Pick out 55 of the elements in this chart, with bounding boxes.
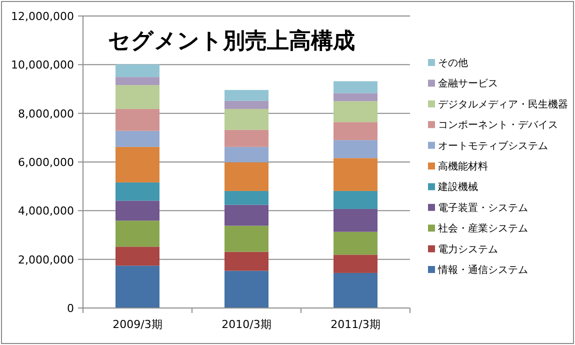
x-tick-label: 2011/3期 [330, 318, 380, 331]
bar [224, 204, 268, 226]
bar [116, 220, 160, 247]
y-tick-label: 10,000,000 [11, 58, 74, 72]
legend-label: 情報・通信システム [437, 264, 528, 276]
bar [334, 232, 378, 255]
y-tick-label: 12,000,000 [11, 10, 74, 23]
legend-label: 高機能材料 [438, 160, 488, 172]
bar [334, 81, 378, 94]
legend-label: コンポーネント・デバイス [438, 120, 558, 132]
bar [116, 85, 160, 109]
bar [116, 108, 160, 131]
legend-label: デジタルメディア・民生機器 [438, 98, 568, 110]
bar [334, 122, 378, 140]
bar [224, 130, 268, 147]
bar [334, 140, 378, 158]
legend-label: 社会・産業システム [438, 222, 528, 235]
bar [224, 108, 268, 130]
bar [116, 130, 160, 147]
y-tick-label: 6,000,000 [18, 156, 74, 169]
bar [334, 272, 378, 308]
legend-label: 金融サービス [438, 78, 498, 90]
bar [224, 190, 268, 205]
bar [116, 64, 160, 78]
bar [116, 200, 160, 221]
x-tick-label: 2010/3期 [222, 318, 272, 331]
y-tick-label: 4,000,000 [18, 204, 74, 218]
y-tick-label: 2,000,000 [18, 253, 74, 266]
bar [334, 93, 378, 102]
bar [224, 100, 268, 109]
bar [116, 146, 160, 182]
y-tick-label: 0 [67, 302, 74, 315]
bar [334, 190, 378, 209]
bar [224, 270, 268, 308]
legend-label: 建設機械 [437, 181, 478, 194]
bar [116, 182, 160, 201]
legend-label: 電力システム [438, 243, 498, 256]
bar [224, 162, 268, 191]
bar [334, 101, 378, 122]
bar [116, 77, 160, 86]
bar [224, 146, 268, 162]
text: セグメント別売上高構成 [108, 28, 355, 54]
legend-label: オートモティブシステム [438, 140, 548, 152]
x-tick-label: 2009/3期 [112, 318, 162, 331]
bar [334, 208, 378, 232]
bar [224, 252, 268, 271]
legend-label: その他 [438, 57, 468, 69]
legend-label: 電子装置・システム [438, 202, 528, 214]
bar [224, 226, 268, 252]
bar [334, 158, 378, 191]
bar [116, 266, 160, 308]
bar [116, 246, 160, 266]
bar [334, 254, 378, 273]
y-tick-label: 8,000,000 [18, 107, 74, 120]
bar [224, 90, 268, 101]
